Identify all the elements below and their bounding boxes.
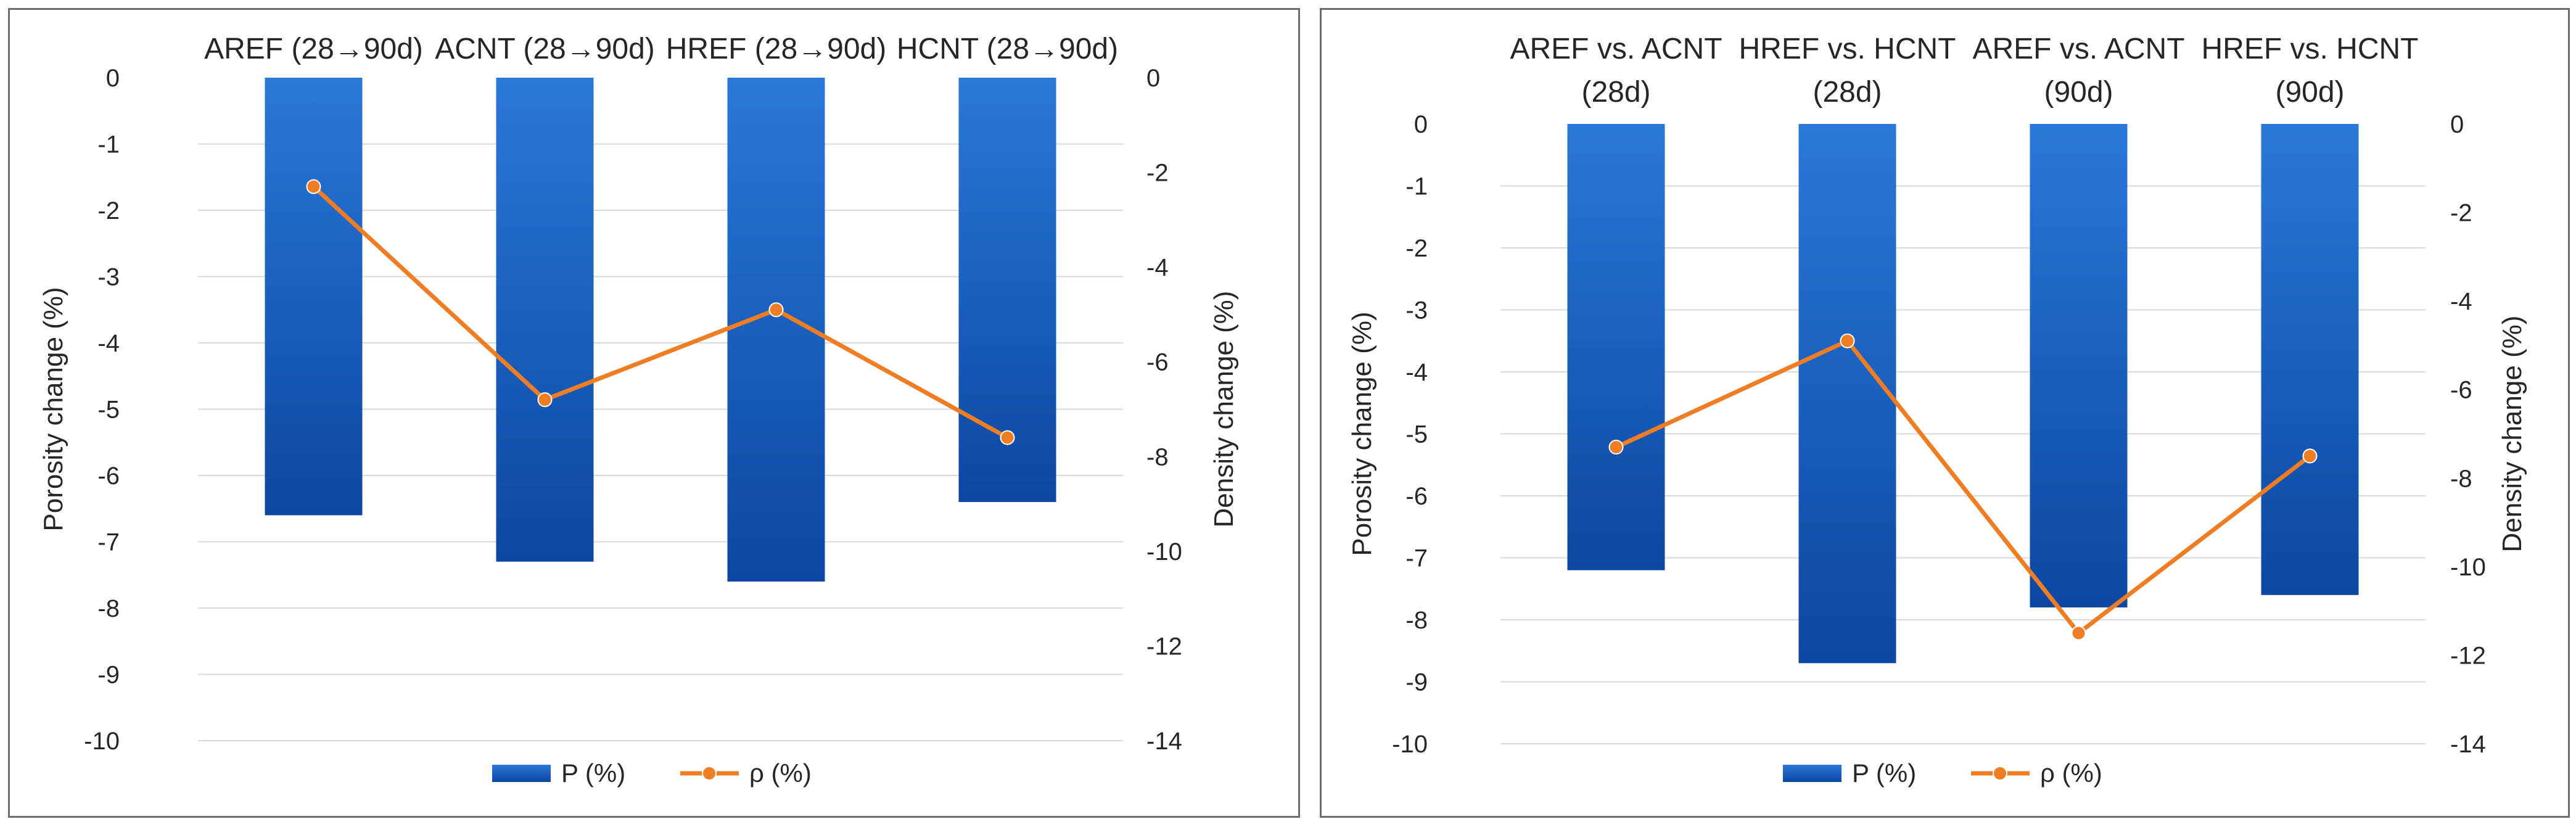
y2-tick-label: -8	[2450, 465, 2472, 492]
y-tick-label: -10	[84, 728, 120, 755]
y-axis-title: Porosity change (%)	[38, 287, 68, 531]
y-tick-label: -7	[97, 529, 120, 556]
y-tick-label: -9	[1405, 669, 1428, 696]
y2-tick-label: -10	[1146, 538, 1182, 566]
y-tick-label: -4	[1405, 359, 1428, 386]
legend-label-bar: P (%)	[561, 759, 625, 788]
legend-label-line: ρ (%)	[749, 759, 812, 788]
y-tick-label: -5	[1405, 421, 1428, 448]
chart-panel-left: 0 -1 -2 -3 -4 -5 -6 -7 -8 -9 -10 0 -2 -4 -6 -8 -10 -12 -14…	[8, 8, 1300, 818]
category-label: HREF (28→90d)	[666, 33, 886, 65]
y2-tick-label: -14	[1146, 728, 1182, 755]
y2-tick-label: -4	[1146, 254, 1169, 281]
chart-left: 0 -1 -2 -3 -4 -5 -6 -7 -8 -9 -10 0 -2 -4 -6 -8 -10 -12 -14…	[38, 33, 1239, 788]
bar	[1567, 124, 1665, 570]
y-tick-label: -2	[97, 197, 120, 224]
y-tick-label: -8	[1405, 607, 1428, 634]
y2-tick-label: -14	[2450, 731, 2486, 758]
legend-bar-swatch	[1783, 765, 1841, 782]
y2-tick-label: -12	[1146, 633, 1182, 660]
density-point	[537, 392, 553, 408]
category-label: HREF vs. HCNT	[2202, 33, 2419, 65]
legend-line-marker	[702, 766, 717, 781]
bar	[265, 78, 363, 516]
y-tick-label: -10	[1392, 731, 1428, 758]
bar	[2261, 124, 2359, 595]
chart-right: 0 -1 -2 -3 -4 -5 -6 -7 -8 -9 -10 0 -2 -4 -6 -8 -10 -12 -14…	[1347, 33, 2527, 788]
category-label: ACNT (28→90d)	[435, 33, 655, 65]
y-tick-label: -2	[1405, 235, 1428, 262]
y-tick-label: -9	[97, 662, 120, 689]
category-label: (28d)	[1581, 76, 1650, 109]
y2-tick-label: -4	[2450, 288, 2472, 315]
density-point	[1840, 333, 1855, 348]
y-tick-label: -4	[97, 330, 120, 357]
y2-tick-label: -6	[2450, 377, 2472, 404]
density-point	[2302, 448, 2318, 464]
y2-axis-title: Density change (%)	[2497, 316, 2527, 553]
y2-tick-label: -10	[2450, 554, 2486, 581]
y-tick-label: -3	[1405, 297, 1428, 324]
y-tick-label: -5	[97, 397, 120, 424]
density-line	[1614, 339, 2312, 636]
category-label: AREF (28→90d)	[204, 33, 423, 65]
density-point	[1608, 440, 1624, 455]
y-tick-label: -6	[97, 463, 120, 490]
bar	[2030, 124, 2128, 607]
y2-tick-label: -2	[2450, 200, 2472, 227]
y-tick-label: -1	[1405, 173, 1428, 200]
y2-axis-title: Density change (%)	[1209, 291, 1239, 528]
density-point	[2071, 625, 2086, 641]
legend-label-bar: P (%)	[1852, 759, 1916, 788]
y-axis-title: Porosity change (%)	[1347, 311, 1377, 556]
y-tick-label: 0	[1414, 111, 1428, 138]
category-label: (28d)	[1813, 76, 1882, 109]
density-line	[311, 184, 1010, 440]
category-label: (90d)	[2275, 76, 2344, 109]
category-label: AREF vs. ACNT	[1510, 33, 1722, 65]
category-label: (90d)	[2044, 76, 2113, 109]
y2-tick-label: -2	[1146, 160, 1169, 187]
y-tick-label: 0	[106, 65, 120, 92]
y-tick-label: -8	[97, 595, 120, 622]
y-tick-label: -6	[1405, 483, 1428, 510]
y-tick-label: -3	[97, 264, 120, 291]
y2-tick-label: 0	[2450, 111, 2464, 138]
y2-tick-label: -6	[1146, 349, 1169, 376]
y2-tick-label: -8	[1146, 443, 1169, 471]
bar	[496, 78, 594, 562]
category-label: HCNT (28→90d)	[897, 33, 1118, 65]
chart-panel-right: 0 -1 -2 -3 -4 -5 -6 -7 -8 -9 -10 0 -2 -4 -6 -8 -10 -12 -14…	[1320, 8, 2570, 818]
category-label: AREF vs. ACNT	[1972, 33, 2184, 65]
category-label: HREF vs. HCNT	[1739, 33, 1956, 65]
bar	[1798, 124, 1896, 664]
density-point	[306, 179, 321, 194]
legend-line-marker	[1993, 766, 2007, 781]
y2-tick-label: 0	[1146, 65, 1160, 92]
y-tick-label: -1	[97, 131, 120, 158]
y-tick-label: -7	[1405, 545, 1428, 572]
density-point	[768, 302, 784, 318]
legend-label-line: ρ (%)	[2040, 759, 2102, 788]
y2-tick-label: -12	[2450, 642, 2486, 669]
density-point	[1000, 430, 1015, 445]
legend-bar-swatch	[492, 765, 551, 782]
